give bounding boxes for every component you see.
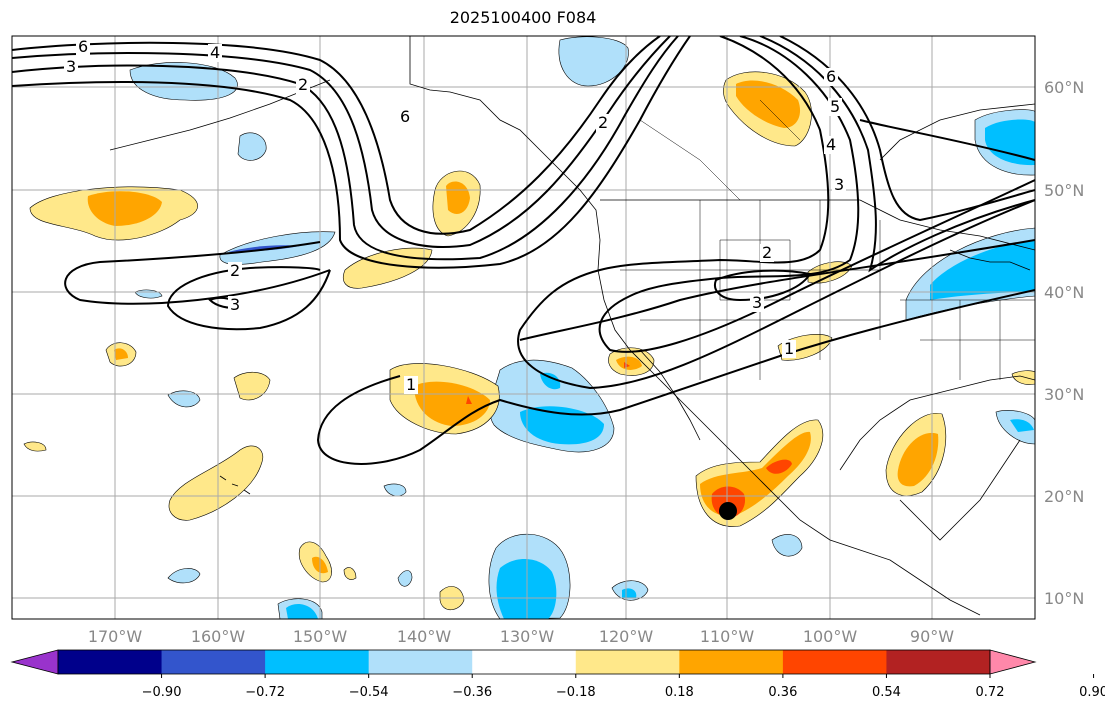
lon-label: 130°W (500, 627, 555, 646)
colorbar-tick-label: 0.18 (665, 685, 694, 700)
negative-anomaly-medium (286, 119, 1035, 619)
colorbar-tick-label: 0.72 (976, 685, 1005, 700)
map-title: 2025100400 F084 (449, 8, 597, 27)
contour-label: 5 (830, 97, 840, 116)
lon-label: 100°W (803, 627, 858, 646)
colorbar-segment (472, 650, 577, 674)
contour-label: 3 (230, 295, 240, 314)
colorbar-segment (575, 650, 680, 674)
contour-label: 6 (400, 107, 410, 126)
contour-label: 6 (78, 37, 88, 56)
lon-label: 110°W (700, 627, 755, 646)
colorbar-segment (782, 650, 887, 674)
colorbar-tick-label: 0.90 (1079, 685, 1105, 700)
contour-label: 2 (762, 243, 772, 262)
lon-label: 160°W (191, 627, 246, 646)
colorbar-tick-label: −0.90 (142, 685, 182, 700)
colorbar-segment (886, 650, 991, 674)
lat-label: 60°N (1044, 78, 1084, 97)
lat-label: 50°N (1044, 181, 1084, 200)
colorbar-tick-label: 0.54 (872, 685, 901, 700)
contour-label: 6 (826, 67, 836, 86)
lat-label: 30°N (1044, 385, 1084, 404)
contour-label: 4 (826, 135, 836, 154)
storm-marker-icon (719, 502, 737, 520)
colorbar-tick-label: −0.54 (349, 685, 389, 700)
contour-label: 2 (230, 261, 240, 280)
contour-label: 1 (406, 375, 416, 394)
colorbar: −0.90 −0.72 −0.54 −0.36 −0.18 0.18 0.36 0.54 0.7… (10, 649, 1105, 700)
lon-label: 140°W (397, 627, 452, 646)
contour-label-group: 6 4 3 2 6 2 6 5 4 3 2 3 2 3 (64, 37, 846, 394)
contour-label: 3 (66, 57, 76, 76)
state-borders (620, 99, 1035, 380)
contour-label: 3 (752, 293, 762, 312)
colorbar-segment (368, 650, 473, 674)
colorbar-tick-label: −0.36 (452, 685, 492, 700)
contour-label: 4 (210, 43, 220, 62)
lat-label: 10°N (1044, 589, 1084, 608)
latitude-labels: 10°N 20°N 30°N 40°N 50°N 60°N (1044, 78, 1084, 608)
lat-label: 20°N (1044, 487, 1084, 506)
colorbar-segment (265, 650, 370, 674)
longitude-labels: 170°W 160°W 150°W 140°W 130°W 120°W 110°… (88, 627, 954, 646)
lon-label: 150°W (293, 627, 348, 646)
contour-label: 2 (598, 113, 608, 132)
colorbar-border (57, 649, 991, 675)
map-frame (11, 35, 1036, 620)
lon-label: 120°W (599, 627, 654, 646)
contour-label: 1 (784, 339, 794, 358)
lat-label: 40°N (1044, 283, 1084, 302)
lon-label: 90°W (910, 627, 954, 646)
contour-label: 3 (834, 175, 844, 194)
colorbar-segment (161, 650, 266, 674)
colorbar-extend-min (10, 649, 59, 675)
colorbar-segment (679, 650, 784, 674)
colorbar-segment (58, 650, 163, 674)
lon-label: 170°W (88, 627, 143, 646)
colorbar-tick-label: 0.36 (768, 685, 797, 700)
colorbar-tick-label: −0.18 (556, 685, 596, 700)
contour-label: 2 (298, 75, 308, 94)
colorbar-tick-label: −0.72 (245, 685, 285, 700)
colorbar-extend-max (989, 649, 1037, 675)
